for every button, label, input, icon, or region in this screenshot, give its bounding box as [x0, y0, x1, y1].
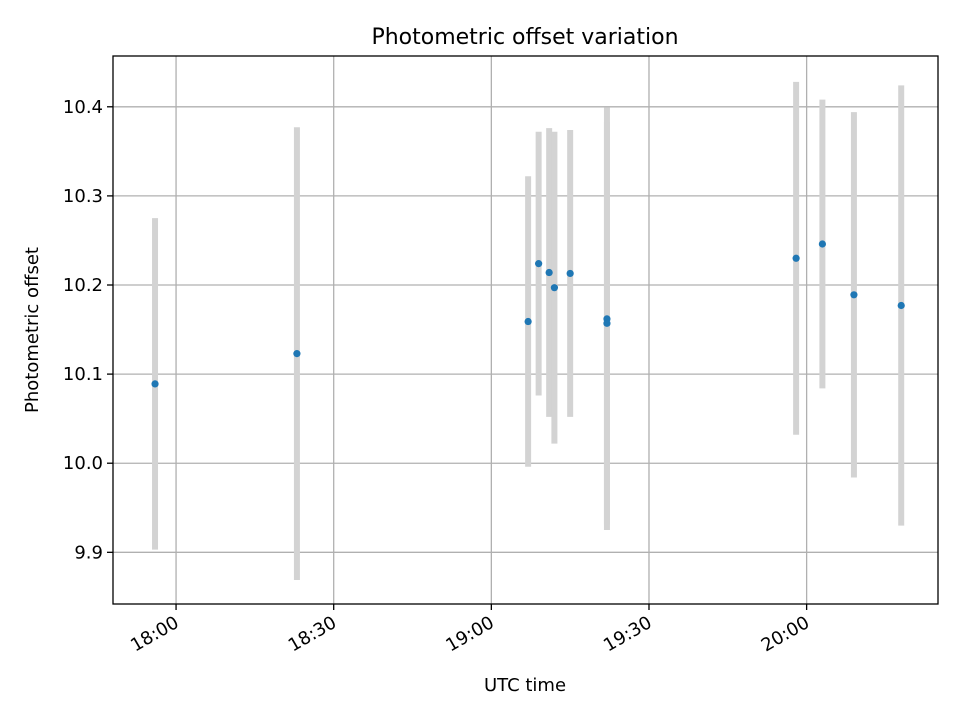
y-tick-label: 10.3	[63, 186, 103, 207]
data-point	[792, 254, 800, 262]
data-point	[535, 260, 543, 268]
data-point	[603, 319, 611, 327]
data-points	[151, 240, 905, 388]
data-point	[545, 268, 553, 277]
data-point	[293, 350, 301, 358]
data-point	[566, 269, 574, 278]
data-point	[897, 301, 905, 310]
y-tick-label: 10.4	[63, 97, 103, 118]
chart-title: Photometric offset variation	[371, 25, 678, 50]
data-point	[550, 284, 559, 292]
y-tick-label: 10.1	[63, 364, 103, 385]
plot-frame	[112, 55, 939, 605]
data-point	[818, 240, 826, 248]
y-axis-label: Photometric offset	[22, 247, 43, 413]
y-tick-label: 10.0	[63, 453, 103, 474]
data-point	[850, 291, 858, 299]
y-tick-label: 10.2	[63, 275, 103, 296]
data-point	[151, 380, 159, 388]
y-tick-label: 9.9	[74, 542, 103, 563]
y-axis-ticks: 9.9 10.0 10.1 10.2 10.3 10.4	[63, 97, 113, 563]
data-point	[524, 317, 532, 326]
x-axis-label: UTC time	[484, 675, 566, 696]
